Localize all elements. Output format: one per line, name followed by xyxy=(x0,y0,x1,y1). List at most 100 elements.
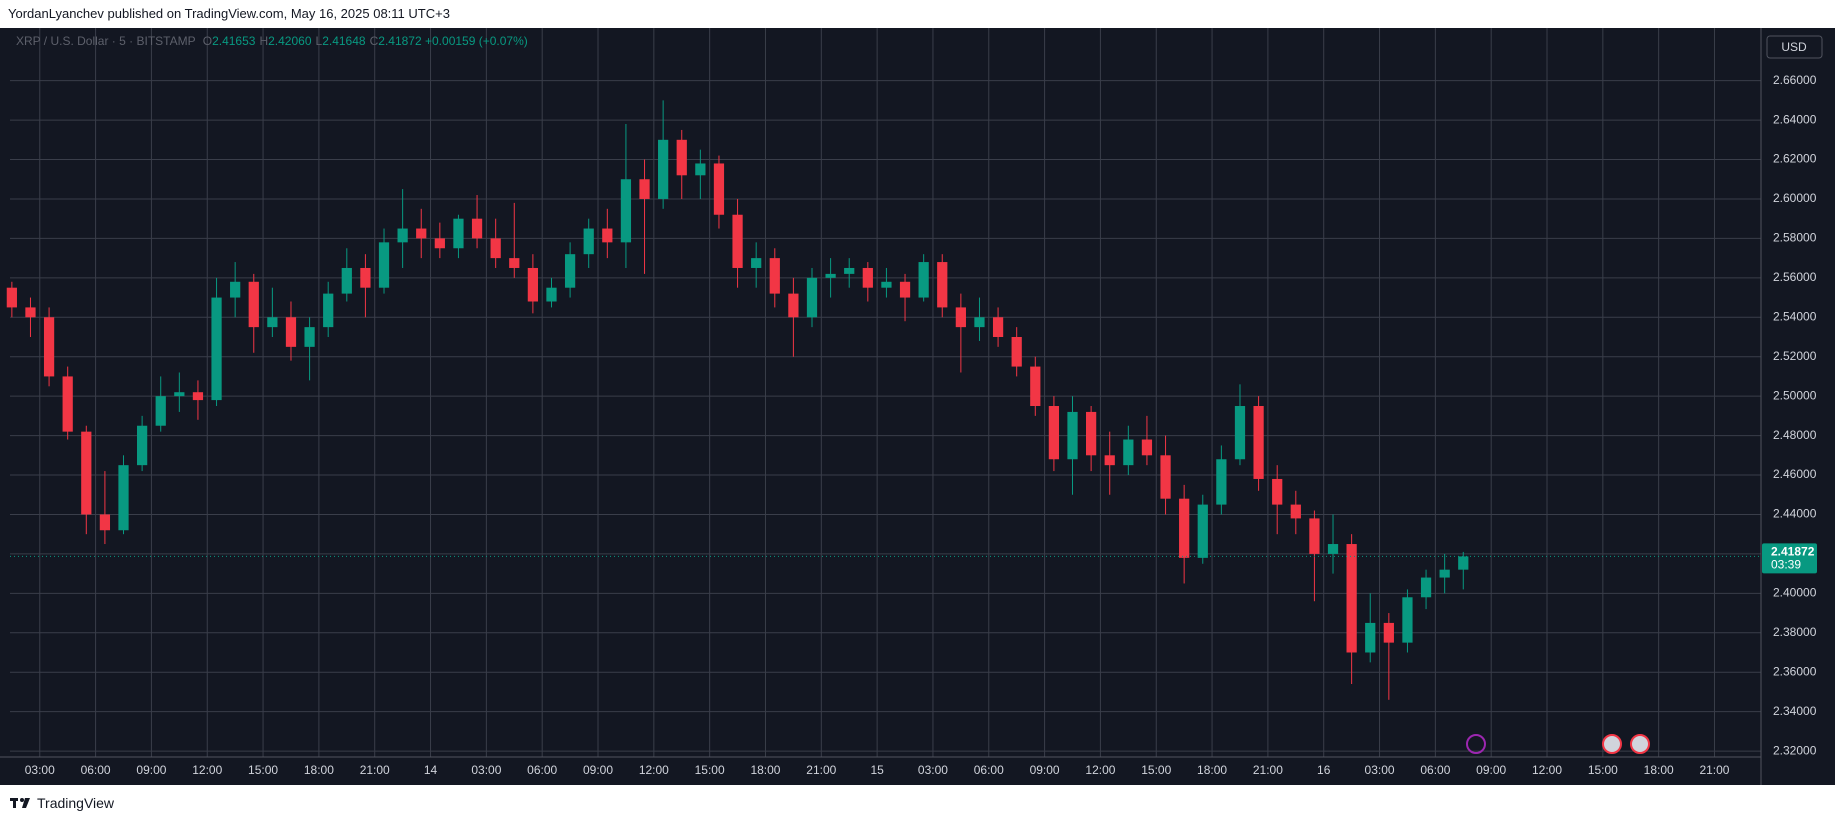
candle-body xyxy=(899,281,911,298)
candle-body xyxy=(527,267,538,302)
candle-body xyxy=(1439,569,1450,578)
x-tick-label: 06:00 xyxy=(1420,763,1450,777)
candle-body xyxy=(1365,622,1376,653)
candle-body xyxy=(1048,406,1060,460)
candle-body xyxy=(285,317,297,347)
y-tick-label: 2.50000 xyxy=(1773,388,1817,402)
readout-value: 2.41648 xyxy=(322,34,366,48)
candle-body xyxy=(360,267,371,288)
y-tick-label: 2.34000 xyxy=(1773,704,1817,718)
candle-body xyxy=(1402,597,1413,643)
candle-body xyxy=(1346,544,1357,653)
x-tick-label: 12:00 xyxy=(639,763,669,777)
y-tick-label: 2.36000 xyxy=(1773,664,1817,678)
candle-body xyxy=(564,254,576,288)
candle-body xyxy=(453,218,464,249)
candle-body xyxy=(1253,406,1264,479)
x-tick-label: 03:00 xyxy=(1365,763,1395,777)
candle-body xyxy=(844,267,855,274)
candle-body xyxy=(1085,411,1097,456)
x-tick-label: 15:00 xyxy=(248,763,278,777)
candle-body xyxy=(602,228,613,243)
x-tick-label: 18:00 xyxy=(1197,763,1227,777)
y-tick-label: 2.54000 xyxy=(1773,309,1817,323)
candle-body xyxy=(43,317,55,377)
candle-body xyxy=(955,307,966,328)
candle-body xyxy=(323,293,334,328)
candle-body xyxy=(1216,459,1227,505)
flag-icon[interactable] xyxy=(1630,734,1650,754)
candle-body xyxy=(583,228,594,255)
candle-body xyxy=(713,163,725,215)
event-icons xyxy=(1466,734,1650,754)
x-tick-label: 18:00 xyxy=(304,763,334,777)
candle-body xyxy=(1141,439,1153,456)
x-tick-label: 06:00 xyxy=(974,763,1004,777)
candle-body xyxy=(825,273,836,278)
candle-body xyxy=(862,267,873,288)
candle-body xyxy=(751,258,762,268)
x-tick-label: 15:00 xyxy=(1141,763,1171,777)
candle-body xyxy=(695,163,706,176)
x-tick-label: 09:00 xyxy=(583,763,613,777)
last-price-label: 2.41872 xyxy=(1771,545,1815,559)
flag-icon[interactable] xyxy=(1602,734,1622,754)
y-tick-label: 2.32000 xyxy=(1773,743,1817,757)
candle-body xyxy=(397,228,408,243)
candle-body xyxy=(788,293,799,318)
candle-body xyxy=(378,242,390,288)
candle-body xyxy=(471,218,483,239)
candle-body xyxy=(174,392,185,397)
candle-body xyxy=(304,327,315,347)
candle-body xyxy=(1104,455,1115,466)
readout-value: 2.41872 xyxy=(378,34,422,48)
candle-body xyxy=(1309,518,1320,554)
candle-body xyxy=(1011,336,1022,367)
x-tick-label: 15:00 xyxy=(695,763,725,777)
lightning-icon[interactable] xyxy=(1466,734,1486,754)
y-tick-label: 2.38000 xyxy=(1773,625,1817,639)
y-tick-label: 2.62000 xyxy=(1773,152,1817,166)
candle-body xyxy=(676,139,687,176)
x-tick-label: 06:00 xyxy=(527,763,557,777)
candle-body xyxy=(25,307,36,318)
candle-body xyxy=(620,179,632,243)
candle-body xyxy=(434,238,445,249)
y-tick-label: 2.44000 xyxy=(1773,507,1817,521)
readout-key: O xyxy=(202,34,213,48)
candle-body xyxy=(490,238,501,259)
candle-body xyxy=(118,465,129,531)
candle-body xyxy=(1179,498,1190,558)
candle-body xyxy=(6,287,17,308)
currency-button[interactable] xyxy=(1766,35,1823,59)
candle-body xyxy=(806,277,818,318)
candle-body xyxy=(1123,439,1134,466)
y-tick-label: 2.58000 xyxy=(1773,231,1817,245)
countdown: 03:39 xyxy=(1771,558,1801,572)
candle-body xyxy=(546,287,557,302)
candle-body xyxy=(248,281,259,328)
candle-body xyxy=(918,262,929,298)
y-tick-label: 2.48000 xyxy=(1773,428,1817,442)
candle-body xyxy=(974,317,985,328)
candle-body xyxy=(732,214,743,268)
x-tick-label: 16 xyxy=(1317,763,1331,777)
x-tick-label: 18:00 xyxy=(1644,763,1674,777)
x-tick-label: 21:00 xyxy=(360,763,390,777)
y-tick-label: 2.60000 xyxy=(1773,191,1817,205)
x-tick-label: 09:00 xyxy=(1030,763,1060,777)
x-tick-label: 14 xyxy=(424,763,438,777)
candle-body xyxy=(658,139,669,199)
candle-body xyxy=(267,317,278,328)
x-tick-label: 03:00 xyxy=(25,763,55,777)
candle-body xyxy=(155,396,166,426)
x-tick-label: 15 xyxy=(870,763,884,777)
candle-body xyxy=(136,425,148,466)
footer: TradingView xyxy=(10,795,114,811)
symbol: XRP / U.S. Dollar · 5 · BITSTAMP xyxy=(16,34,196,48)
x-tick-label: 12:00 xyxy=(1532,763,1562,777)
candle-body xyxy=(230,281,241,298)
readout-key: H xyxy=(259,34,269,48)
y-tick-label: 2.40000 xyxy=(1773,586,1817,600)
